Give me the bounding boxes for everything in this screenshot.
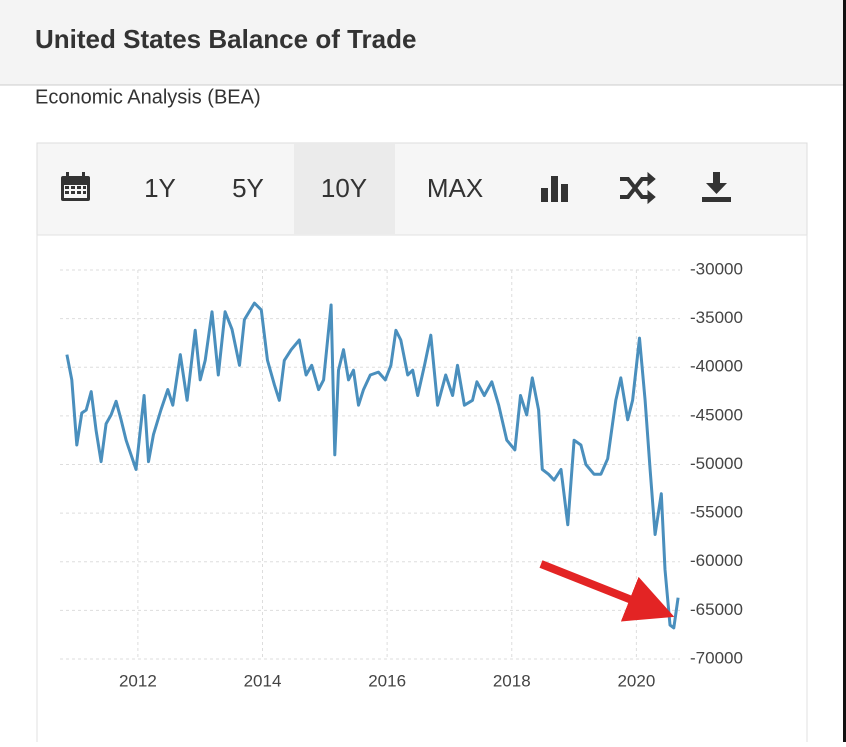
y-tick-label: -45000 <box>690 405 743 424</box>
toolbar <box>36 142 808 236</box>
x-tick-label: 2020 <box>617 671 655 690</box>
x-tick-label: 2012 <box>119 671 157 690</box>
y-tick-label: -50000 <box>690 454 743 473</box>
y-tick-label: -65000 <box>690 600 743 619</box>
screen-edge <box>843 0 846 742</box>
y-tick-label: -35000 <box>690 308 743 327</box>
shuffle-icon[interactable] <box>620 171 656 205</box>
x-tick-label: 2016 <box>368 671 406 690</box>
header-bar <box>0 0 846 85</box>
x-tick-label: 2018 <box>493 671 531 690</box>
page-subtitle: Economic Analysis (BEA) <box>35 86 261 108</box>
range-button[interactable]: 10Y <box>321 173 367 203</box>
x-tick-label: 2014 <box>244 671 282 690</box>
range-button[interactable]: 5Y <box>232 173 264 203</box>
y-tick-label: -70000 <box>690 648 743 667</box>
bar-chart-icon[interactable] <box>541 176 568 202</box>
range-button[interactable]: MAX <box>427 173 483 203</box>
y-tick-label: -60000 <box>690 551 743 570</box>
data-line <box>65 301 680 630</box>
range-button[interactable]: 1Y <box>144 173 176 203</box>
y-tick-label: -30000 <box>690 259 743 278</box>
selected-bg <box>294 144 395 234</box>
download-icon[interactable] <box>702 172 731 202</box>
y-tick-label: -55000 <box>690 503 743 522</box>
red-arrow <box>539 560 675 622</box>
page-title: United States Balance of Trade <box>35 24 416 54</box>
calendar-icon[interactable] <box>61 172 90 201</box>
y-tick-label: -40000 <box>690 357 743 376</box>
